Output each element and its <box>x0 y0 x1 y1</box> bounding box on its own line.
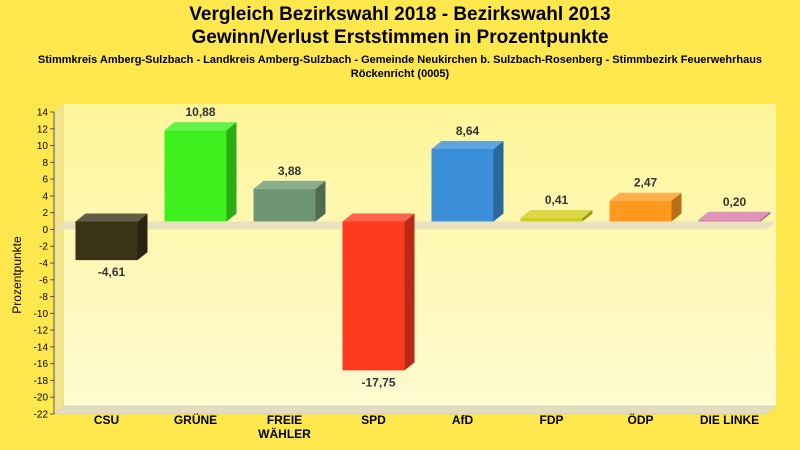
bar <box>164 122 237 222</box>
chart-title-line2: Gewinn/Verlust Erststimmen in Prozentpun… <box>191 27 609 48</box>
y-tick-label: 0 <box>42 225 48 236</box>
chart-subtitle: Stimmkreis Amberg-Sulzbach - Landkreis A… <box>37 54 763 66</box>
y-tick-label: 4 <box>42 191 48 202</box>
bar <box>253 180 326 222</box>
y-tick-label: 8 <box>42 158 48 169</box>
x-tick-label: SPD <box>361 413 386 427</box>
data-label: -4,61 <box>98 265 126 279</box>
y-tick-label: 10 <box>37 141 49 152</box>
bar-top <box>698 211 771 220</box>
bar-side <box>404 213 415 371</box>
x-tick-label: FDP <box>540 413 564 427</box>
bar-front <box>609 200 672 222</box>
x-tick-label: FREIE <box>267 413 302 427</box>
x-tick-label: ÖDP <box>627 412 653 427</box>
bar <box>520 210 593 222</box>
y-tick-label: -20 <box>34 393 49 404</box>
bar-top <box>342 213 415 222</box>
y-tick-label: -18 <box>34 376 49 387</box>
data-label: 8,64 <box>456 124 480 138</box>
y-tick-label: -12 <box>34 326 49 337</box>
bar-front <box>253 188 316 222</box>
x-tick-label: WÄHLER <box>258 426 311 441</box>
chart-title: Vergleich Bezirkswahl 2018 - Bezirkswahl… <box>189 4 611 25</box>
bar-front <box>520 218 583 222</box>
bar-side <box>671 192 682 222</box>
bar <box>342 213 415 371</box>
zero-plane <box>54 221 776 230</box>
data-label: 10,88 <box>185 105 215 119</box>
y-tick-label: 2 <box>42 208 48 219</box>
floor <box>53 405 777 415</box>
bar <box>431 140 504 222</box>
x-tick-label: GRÜNE <box>174 412 217 427</box>
bar-side <box>315 180 326 222</box>
bars <box>75 122 771 371</box>
bar-side <box>582 210 593 222</box>
bar <box>609 192 682 222</box>
bar-side <box>493 140 504 222</box>
x-tick-label: AfD <box>452 413 474 427</box>
bar-front <box>164 130 227 222</box>
bar-top <box>164 122 237 131</box>
plot-area <box>53 103 777 415</box>
y-tick-label: -22 <box>34 410 49 421</box>
data-label: 0,41 <box>545 193 569 207</box>
x-tick-label: DIE LINKE <box>700 413 759 427</box>
bar-front <box>75 221 138 261</box>
y-tick-label: -16 <box>34 359 49 370</box>
bar-top <box>609 192 682 201</box>
y-tick-label: -8 <box>39 292 48 303</box>
x-tick-label: CSU <box>94 413 119 427</box>
y-tick-label: -2 <box>39 242 48 253</box>
bar <box>698 211 771 222</box>
bar-front <box>342 221 405 371</box>
bar-top <box>75 213 148 222</box>
chart-subtitle-line2: Röckenricht (0005) <box>350 68 450 80</box>
bar-side <box>226 122 237 222</box>
data-label: -17,75 <box>361 375 395 389</box>
bar-front <box>698 219 761 222</box>
bar-side <box>137 213 148 261</box>
bar-top <box>520 210 593 219</box>
data-labels: -4,61 10,88 3,88 -17,75 8,64 0,41 2,47 0,20 <box>98 105 747 389</box>
data-label: 2,47 <box>634 176 658 190</box>
bar-top <box>431 140 504 149</box>
data-label: 0,20 <box>723 195 747 209</box>
y-tick-label: 12 <box>37 124 49 135</box>
bar-side <box>760 211 771 222</box>
y-tick-label: 6 <box>42 175 48 186</box>
data-label: 3,88 <box>278 164 302 178</box>
y-tick-label: -10 <box>34 309 49 320</box>
bar-top <box>253 180 326 189</box>
y-tick-label: -4 <box>39 259 48 270</box>
side-wall <box>53 103 65 415</box>
y-tick-label: -6 <box>39 275 48 286</box>
y-tick-label: -14 <box>34 342 49 353</box>
bar-front <box>431 148 494 222</box>
bar <box>75 213 148 261</box>
y-tick-label: 14 <box>37 108 49 119</box>
